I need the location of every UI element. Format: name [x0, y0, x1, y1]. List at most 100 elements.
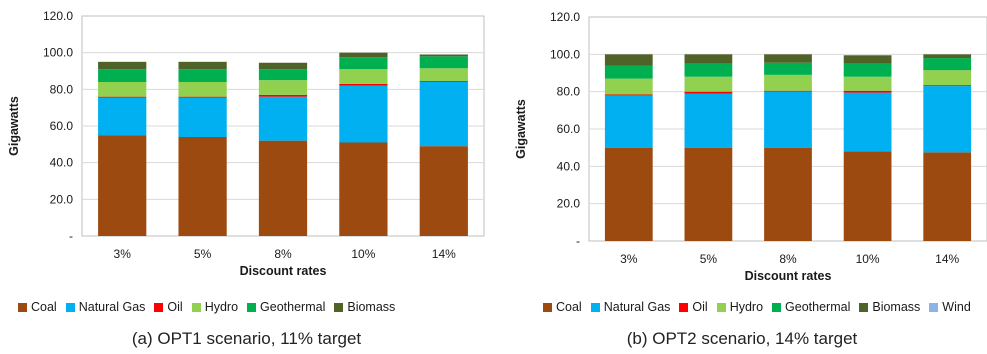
- stacked-bar-chart-opt2: - 20.0 40.0 60.0 80.0 100.0 120.0 3% 5% 8% 10% 14% D…: [514, 10, 987, 283]
- bar-segment-biomass: [178, 61, 227, 70]
- bar-segment-natural-gas: [419, 82, 468, 147]
- legend-item-hydro: Hydro: [716, 300, 764, 314]
- y-tick-label: 60.0: [557, 122, 581, 136]
- bar-segment-geothermal: [684, 63, 733, 77]
- bar-segment-oil: [98, 96, 147, 98]
- bar-segment-hydro: [419, 68, 468, 82]
- legend-item-wind: Wind: [929, 300, 971, 314]
- bar-segment-oil: [178, 96, 227, 98]
- x-tick-label: 8%: [274, 247, 292, 261]
- bar-segment-biomass: [339, 52, 388, 58]
- bar-segment-coal: [764, 147, 812, 241]
- x-tick-label: 5%: [700, 252, 718, 266]
- x-axis-title: Discount rates: [745, 269, 832, 283]
- legend-label: Biomass: [347, 300, 396, 314]
- bar-segment-oil: [843, 90, 892, 93]
- bar-segment-geothermal: [419, 56, 468, 69]
- y-tick-label: 60.0: [50, 119, 74, 133]
- bar-segment-oil: [258, 94, 308, 97]
- bar-segment-coal: [604, 147, 653, 241]
- legend-item-hydro: Hydro: [191, 300, 239, 314]
- bar-segment-hydro: [258, 80, 308, 95]
- bar-segment-geothermal: [764, 62, 812, 75]
- x-tick-label: 8%: [779, 252, 797, 266]
- legend-swatch: [334, 302, 344, 312]
- bar-segment-biomass: [684, 54, 733, 64]
- x-tick-label: 5%: [194, 247, 212, 261]
- bar-segment-geothermal: [923, 58, 972, 71]
- bar-segment-natural-gas: [923, 86, 972, 153]
- y-tick-label: 120.0: [550, 10, 580, 24]
- bar-segment-natural-gas: [764, 91, 812, 148]
- bar-segment-hydro: [98, 82, 147, 97]
- bar-segment-geothermal: [98, 69, 147, 82]
- legend-swatch: [247, 302, 257, 312]
- y-axis-title: Gigawatts: [7, 96, 21, 156]
- legend-label: Geothermal: [785, 300, 851, 314]
- y-tick-label: 120.0: [43, 9, 73, 23]
- stacked-bar-chart-opt1: - 20.0 40.0 60.0 80.0 100.0 120.0 3% 5% 8% 10% 14% D…: [7, 9, 485, 278]
- chart-caption-opt1: (a) OPT1 scenario, 11% target: [131, 329, 362, 348]
- legend-swatch: [154, 302, 164, 312]
- legend-item-oil: Oil: [154, 300, 183, 314]
- y-tick-label: 40.0: [50, 156, 74, 170]
- bar-segment-natural-gas: [339, 85, 388, 143]
- y-tick-label: 20.0: [557, 197, 581, 211]
- bar-segment-biomass: [604, 54, 653, 66]
- bar-segment-hydro: [339, 69, 388, 84]
- legend-label: Hydro: [204, 300, 239, 314]
- legend-label: Oil: [167, 300, 183, 314]
- bar-segment-coal: [419, 146, 468, 236]
- legend-swatch: [191, 302, 201, 312]
- bar-segment-oil: [339, 83, 388, 86]
- chart-legend-opt2: Coal Natural Gas Oil Hydro Geothermal Biomass…: [543, 298, 980, 316]
- chart-caption-opt2: (b) OPT2 scenario, 14% target: [626, 329, 858, 348]
- bar-segment-biomass: [258, 62, 308, 70]
- bar-segment-biomass: [764, 54, 812, 63]
- legend-swatch: [772, 302, 782, 312]
- bar-segment-hydro: [604, 78, 653, 95]
- bar-segment-hydro: [843, 76, 892, 91]
- chart-panel-opt2: - 20.0 40.0 60.0 80.0 100.0 120.0 3% 5% 8% 10% 14% D…: [497, 0, 987, 354]
- legend-item-oil: Oil: [679, 300, 708, 314]
- bar-segment-geothermal: [339, 57, 388, 70]
- bar-segment-oil: [419, 81, 468, 82]
- bar-segment-natural-gas: [843, 92, 892, 152]
- x-tick-label: 10%: [856, 252, 880, 266]
- legend-swatch: [590, 302, 600, 312]
- x-tick-label: 14%: [432, 247, 456, 261]
- bar-segment-biomass: [98, 61, 147, 70]
- bar-segment-biomass: [843, 55, 892, 64]
- bar-segment-coal: [339, 142, 388, 236]
- legend-item-biomass: Biomass: [859, 300, 920, 314]
- bar-segment-coal: [178, 137, 227, 236]
- bar-segment-hydro: [923, 70, 972, 86]
- legend-swatch: [18, 302, 27, 312]
- bar-segment-geothermal: [843, 63, 892, 77]
- bar-segment-natural-gas: [684, 93, 733, 148]
- bar-segment-coal: [98, 135, 147, 236]
- y-axis-title: Gigawatts: [514, 99, 528, 159]
- legend-swatch: [716, 302, 726, 312]
- bar-segment-natural-gas: [258, 96, 308, 141]
- legend-swatch: [679, 302, 689, 312]
- legend-item-coal: Coal: [543, 300, 582, 314]
- legend-label: Coal: [31, 300, 57, 314]
- bar-segment-natural-gas: [604, 95, 653, 148]
- legend-swatch: [543, 302, 552, 312]
- bar-segment-geothermal: [258, 69, 308, 81]
- bar-segment-hydro: [764, 74, 812, 91]
- legend-label: Natural Gas: [603, 300, 671, 314]
- x-tick-label: 14%: [935, 252, 959, 266]
- legend-label: Coal: [556, 300, 582, 314]
- x-axis-title: Discount rates: [240, 264, 327, 278]
- bar-segment-coal: [258, 140, 308, 236]
- legend-label: Wind: [942, 300, 971, 314]
- legend-label: Natural Gas: [78, 300, 146, 314]
- legend-item-natural-gas: Natural Gas: [590, 300, 671, 314]
- bar-segment-oil: [684, 91, 733, 94]
- bar-segment-biomass: [419, 54, 468, 57]
- legend-label: Hydro: [729, 300, 764, 314]
- legend-label: Geothermal: [260, 300, 326, 314]
- legend-item-natural-gas: Natural Gas: [65, 300, 146, 314]
